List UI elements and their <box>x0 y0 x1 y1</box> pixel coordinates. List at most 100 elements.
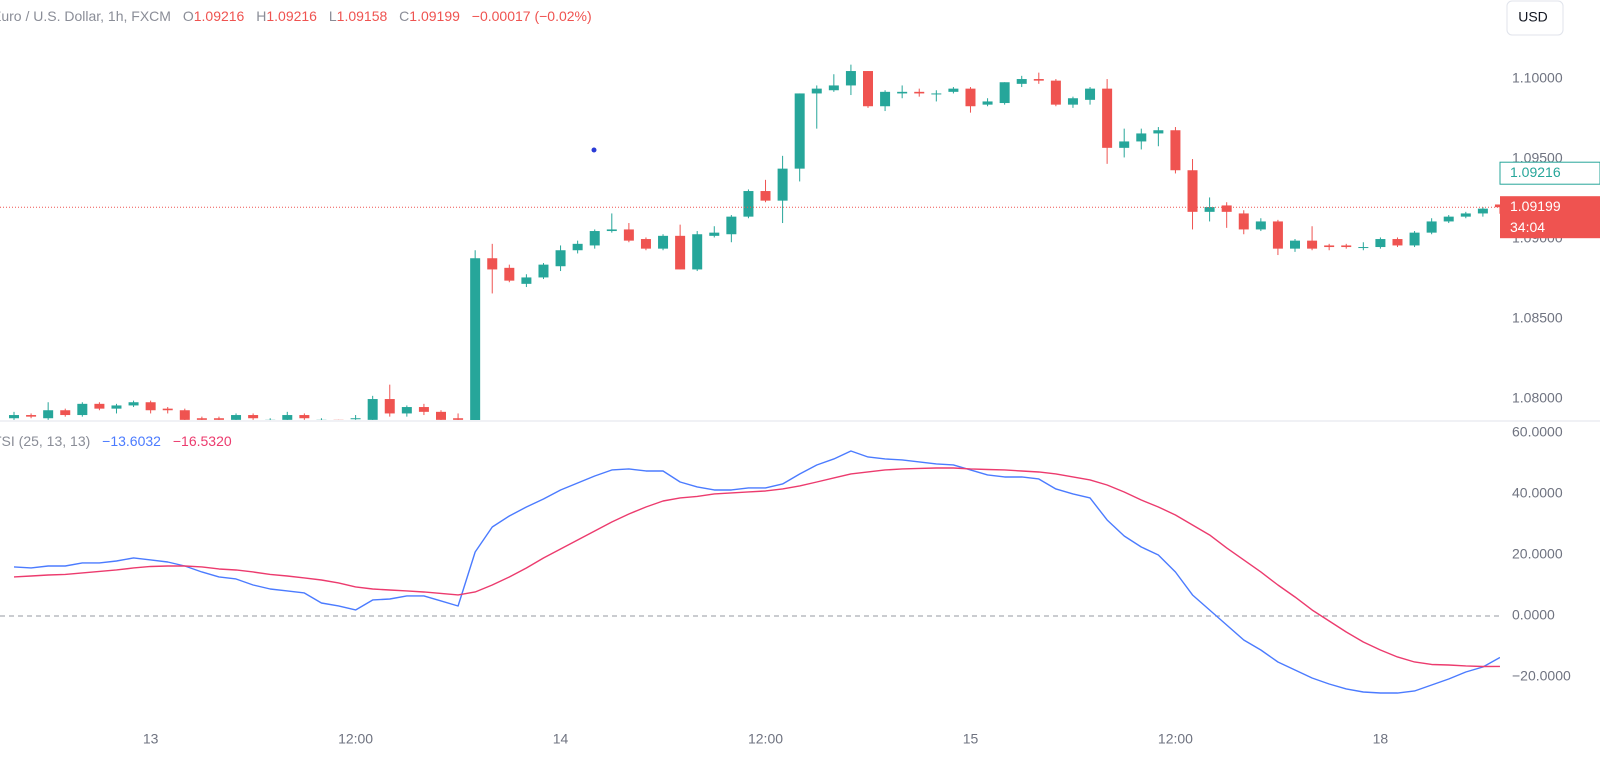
candle-body <box>1050 80 1061 105</box>
cursor-dot <box>591 147 597 153</box>
currency-button[interactable]: USD <box>1506 0 1564 36</box>
price-pane <box>0 64 1500 420</box>
candle-body <box>453 418 464 420</box>
x-tick-label: 14 <box>553 731 569 747</box>
y-tick-label: 60.0000 <box>1512 424 1563 440</box>
candle-body <box>145 402 156 411</box>
candle-body <box>1494 204 1500 208</box>
candle-body <box>880 91 891 107</box>
candle-body <box>1067 98 1078 105</box>
candle-body <box>1477 208 1488 214</box>
candle-body <box>1102 88 1113 148</box>
axes: 1.080001.085001.090001.095001.100001312:… <box>143 70 1600 747</box>
y-tick-label: 1.10000 <box>1512 70 1563 86</box>
candle-body <box>111 405 122 409</box>
candle-body <box>231 415 242 420</box>
candle-body <box>845 71 856 86</box>
open-price-box <box>1499 161 1600 185</box>
candle-body <box>1170 130 1181 171</box>
symbol: Euro / U.S. Dollar, 1h, FXCM <box>0 8 171 24</box>
candle-body <box>265 419 276 420</box>
candle-body <box>965 88 976 107</box>
y-tick-label: 20.0000 <box>1512 546 1563 562</box>
header: Euro / U.S. Dollar, 1h, FXCM O1.09216 H1… <box>0 8 592 24</box>
candle-body <box>1341 245 1352 248</box>
x-tick-label: 12:00 <box>1158 731 1193 747</box>
legend-value: −13.6032 <box>102 433 161 449</box>
candle-body <box>555 250 566 267</box>
candle-body <box>94 403 105 409</box>
indicator-name: TSI (25, 13, 13) <box>0 433 90 449</box>
y-tick-label: 0.0000 <box>1512 607 1555 623</box>
candle-body <box>623 229 634 241</box>
ohlc-value: 1.09216 <box>194 8 245 24</box>
candle-body <box>675 235 686 270</box>
y-tick-label: −20.0000 <box>1512 668 1571 684</box>
candle-body <box>572 243 583 251</box>
ohlc-value: 1.09158 <box>337 8 388 24</box>
candle-body <box>760 191 771 201</box>
candle-body <box>828 85 839 91</box>
candle-body <box>128 402 139 406</box>
candle-body <box>504 267 515 281</box>
countdown: 34:04 <box>1510 219 1545 235</box>
candle-body <box>1307 240 1318 249</box>
candle-body <box>1085 88 1096 100</box>
candle-body <box>1255 221 1266 230</box>
open-price-label: 1.09216 <box>1510 164 1561 180</box>
candle-body <box>1460 213 1471 217</box>
candle-body <box>538 264 549 278</box>
candle-body <box>1204 207 1215 212</box>
candle-body <box>948 88 959 92</box>
ohlc-key: H <box>256 8 266 24</box>
candle-body <box>1187 170 1198 212</box>
candle-body <box>213 418 224 420</box>
candle-body <box>914 91 925 94</box>
candle-body <box>1016 79 1027 84</box>
candle-body <box>658 235 669 249</box>
candle-body <box>589 231 600 246</box>
candle-body <box>77 403 88 416</box>
candle-body <box>897 91 908 94</box>
candle-body <box>1358 247 1369 249</box>
candle-body <box>692 234 703 270</box>
candle-body <box>282 415 293 420</box>
ohlc-value: 1.09199 <box>409 8 460 24</box>
candle-body <box>43 410 54 419</box>
candle-body <box>436 411 446 420</box>
candle-body <box>521 277 532 284</box>
candle-body <box>1238 213 1249 230</box>
candle-body <box>1153 130 1164 134</box>
last-price-label: 1.09199 <box>1510 198 1561 214</box>
candle-body <box>777 168 788 201</box>
candle-body <box>709 232 720 236</box>
candle-body <box>606 229 617 232</box>
x-tick-label: 12:00 <box>748 731 783 747</box>
candle-body <box>999 82 1010 104</box>
button-label[interactable]: USD <box>1518 9 1548 25</box>
y-tick-label: 1.08000 <box>1512 390 1563 406</box>
candle-body <box>1119 141 1130 148</box>
indicator-legend: TSI (25, 13, 13) −13.6032 −16.5320 <box>0 433 232 449</box>
candle-body <box>9 415 19 419</box>
button-frame[interactable] <box>1506 0 1564 36</box>
candle-body <box>743 191 754 217</box>
y-tick-label: 1.08500 <box>1512 310 1563 326</box>
candle-body <box>1392 239 1403 246</box>
candle-body <box>1443 216 1454 222</box>
candle-body <box>863 71 873 107</box>
candle-body <box>1136 133 1147 142</box>
legend-value: −16.5320 <box>173 433 232 449</box>
ohlc-key: C <box>399 8 409 24</box>
candle-body <box>179 410 190 420</box>
ohlc-value: 1.09216 <box>266 8 317 24</box>
y-tick-label: 40.0000 <box>1512 485 1563 501</box>
candle-body <box>1426 221 1437 233</box>
candle-body <box>248 415 259 419</box>
candle-body <box>196 418 207 420</box>
candle-body <box>316 419 327 420</box>
candle-body <box>367 399 378 420</box>
tsi-line <box>13 467 1500 668</box>
